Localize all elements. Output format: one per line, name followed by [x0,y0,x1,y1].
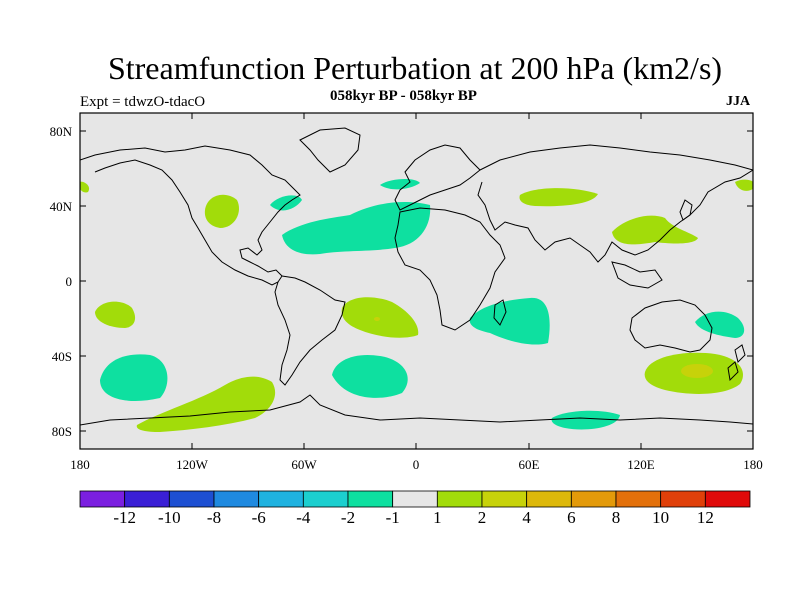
negative-region-southern-ocean [551,410,620,430]
colorbar-label: 4 [522,508,531,527]
coastline-australia [629,299,713,353]
colorbar-labels: -12 -10 -8 -6 -4 -2 -1 1 2 4 6 8 10 12 [113,508,714,527]
lon-label: 60W [291,457,317,472]
colorbar-box [124,490,170,508]
colorbar-label: -1 [386,508,400,527]
negative-region-indian-ocean [469,297,550,345]
positive-region-west-edge [80,181,89,193]
colorbar-label: -4 [296,508,311,527]
coastline-antarctica [80,394,753,426]
lat-label: 80S [52,424,72,439]
negative-region-south-atlantic [332,354,408,398]
lat-label: 40N [50,199,73,214]
coastline-japan [679,199,693,221]
colorbar-box [79,490,126,508]
positive-region-central-asia [519,188,598,207]
positive-region-south-atlantic-north [341,297,419,338]
coastline-africa [394,207,506,331]
colorbar-box [213,490,260,508]
colorbar-box [258,490,304,508]
colorbar-box [615,490,662,508]
colorbar-box [347,490,394,508]
colorbar-label: -2 [341,508,355,527]
season-label: JJA [726,94,751,109]
negative-region-atlantic [282,202,431,255]
lon-label: 120E [627,457,655,472]
positive-core-south-atlantic [374,317,380,321]
coastline-new-zealand [727,344,746,382]
lon-label: 0 [413,457,420,472]
lon-ticks [191,113,642,449]
colorbar [79,490,751,508]
lat-label: 0 [66,274,73,289]
colorbar-label: -12 [113,508,136,527]
colorbar-box [436,490,483,508]
colorbar-label: -6 [252,508,266,527]
coastline-north-america [80,145,301,286]
lon-label: 60E [519,457,540,472]
lat-ticks [80,130,753,432]
lat-label: 40S [52,349,72,364]
plot-background [80,113,753,449]
coastlines [80,127,753,426]
lon-label: 120W [176,457,209,472]
positive-region-east-edge [735,179,753,191]
colorbar-label: 10 [652,508,669,527]
coastline-greenland [299,127,361,173]
colorbar-box [481,490,528,508]
negative-region-australia [695,311,745,338]
colorbar-label: 8 [612,508,621,527]
positive-core-tasman [681,364,713,378]
colorbar-box [570,490,617,508]
chart-title: Streamfunction Perturbation at 200 hPa (… [107,50,723,86]
colorbar-label: 6 [567,508,576,527]
lon-label: 180 [743,457,763,472]
colorbar-label: 12 [697,508,714,527]
colorbar-box [704,490,751,508]
coastline-south-america [274,275,346,386]
coastline-madagascar [493,299,507,326]
lat-label: 80N [50,124,73,139]
negative-region-south-pacific [100,354,168,401]
colorbar-box [168,490,215,508]
colorbar-label: 2 [478,508,487,527]
colorbar-label: -10 [158,508,181,527]
colorbar-label: 1 [433,508,442,527]
coastline-asia [477,144,753,263]
lat-labels: 80N 40N 0 40S 80S [50,124,73,439]
lon-label: 180 [70,457,90,472]
colorbar-box [302,490,349,508]
colorbar-box [392,490,438,508]
coastline-southeast-asia [611,261,663,289]
coastline-europe [394,144,481,211]
positive-region-east-asia [612,215,698,245]
colorbar-box [660,490,706,508]
positive-region-south-pacific-west [95,301,136,328]
positive-region-south-pacific-east [136,376,276,432]
experiment-label: Expt = tdwzO-tdacO [80,94,206,110]
period-label: 058kyr BP - 058kyr BP [330,88,477,104]
colorbar-box [526,490,572,508]
colorbar-label: -8 [207,508,221,527]
anomaly-regions [80,179,753,432]
lon-labels: 180 120W 60W 0 60E 120E 180 [70,457,763,472]
positive-region-north-pacific [204,194,240,228]
